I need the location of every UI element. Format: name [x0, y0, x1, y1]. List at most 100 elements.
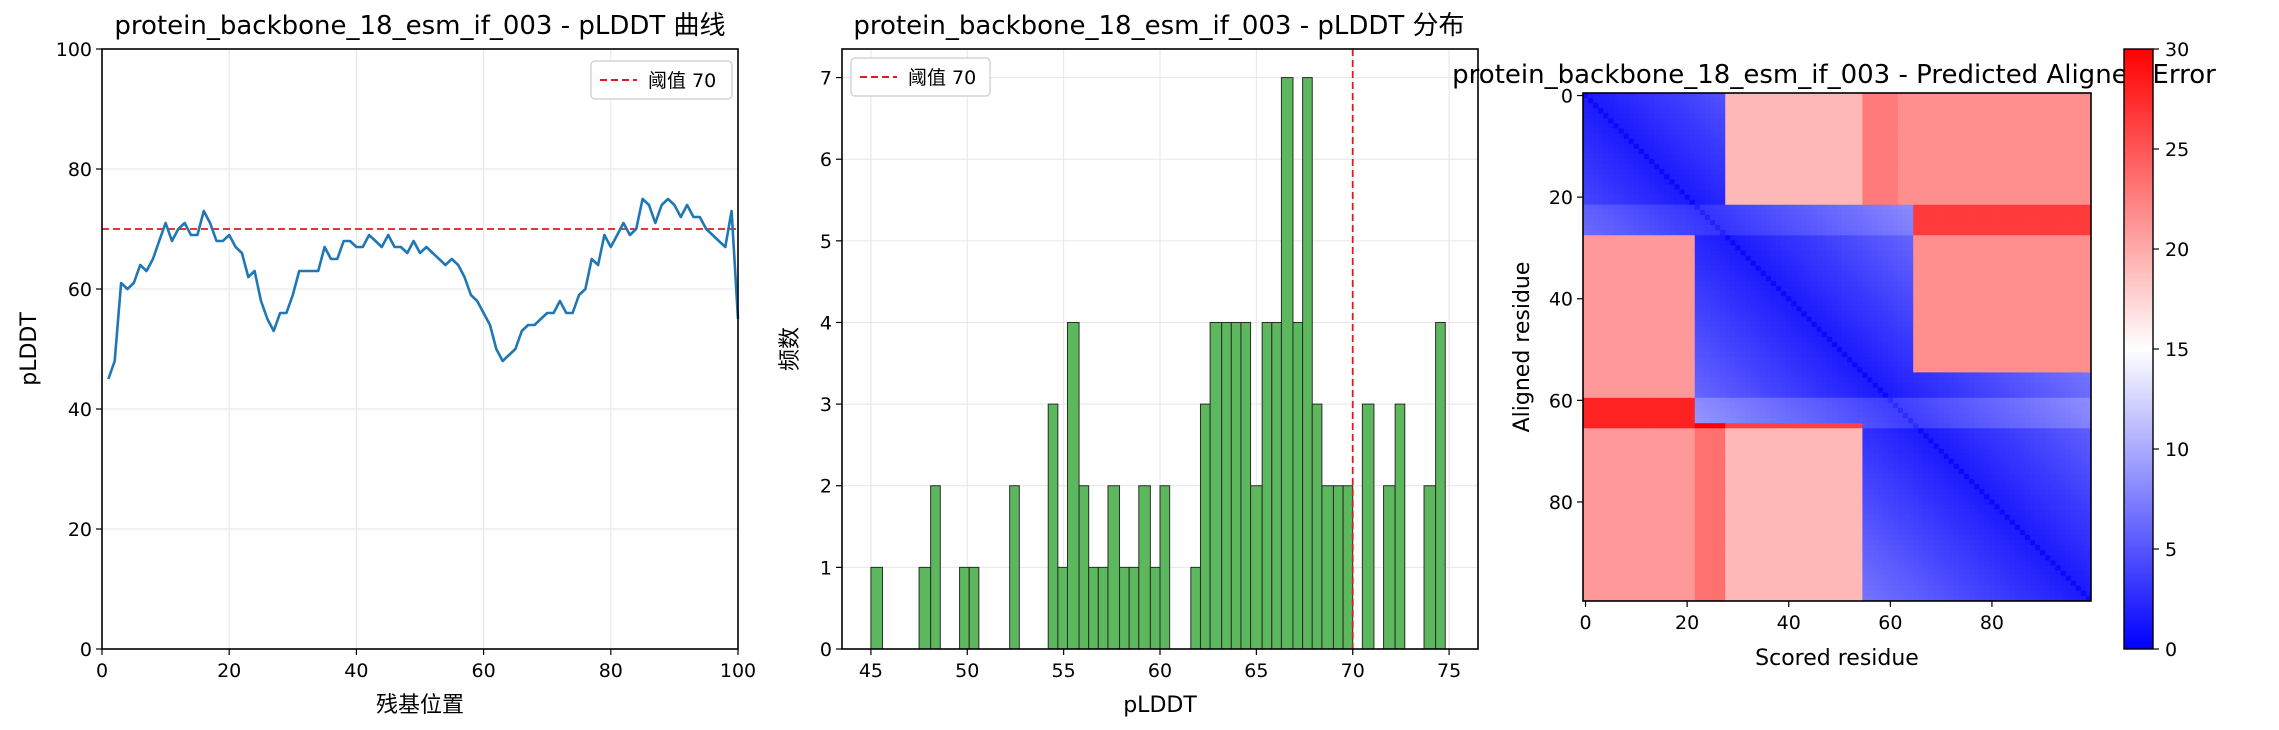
heatmap-cell: [1872, 169, 1878, 175]
heatmap-cell: [2060, 153, 2066, 160]
heatmap-cell: [1740, 275, 1746, 282]
heatmap-cell: [1887, 230, 1894, 236]
heatmap-cell: [1964, 331, 1970, 338]
heatmap-cell: [1933, 103, 1939, 109]
y-tick-label: 6: [820, 149, 832, 171]
heatmap-cell: [1740, 296, 1746, 302]
heatmap-cell: [1613, 123, 1619, 129]
heatmap-cell: [1730, 179, 1736, 185]
heatmap-cell: [1776, 93, 1782, 99]
heatmap-cell: [1852, 143, 1858, 150]
heatmap-cell: [1608, 280, 1614, 287]
heatmap-cell: [2014, 148, 2021, 155]
heatmap-cell: [1740, 199, 1746, 206]
heatmap-cell: [1588, 220, 1594, 226]
heatmap-cell: [1654, 326, 1660, 333]
heatmap-cell: [1826, 199, 1833, 206]
heatmap-cell: [2080, 138, 2087, 145]
heatmap-cell: [1837, 128, 1843, 134]
heatmap-cell: [1999, 148, 2005, 155]
heatmap-cell: [1918, 235, 1924, 241]
heatmap-cell: [1750, 265, 1757, 272]
heatmap-cell: [1694, 235, 1701, 241]
heatmap-cell: [1974, 108, 1980, 114]
heatmap-cell: [1811, 169, 1818, 175]
heatmap-cell: [1593, 209, 1599, 216]
heatmap-cell: [1740, 169, 1746, 175]
heatmap-cell: [1730, 296, 1736, 302]
heatmap-cell: [2080, 103, 2087, 109]
heatmap-cell: [1984, 189, 1990, 195]
heatmap-cell: [2030, 245, 2036, 251]
heatmap-cell: [1781, 138, 1787, 145]
heatmap-cell: [2004, 199, 2011, 206]
heatmap-cell: [1918, 265, 1924, 272]
heatmap-cell: [1710, 321, 1716, 328]
heatmap-cell: [1613, 286, 1619, 292]
heatmap-cell: [1994, 220, 2000, 226]
heatmap-cell: [2055, 225, 2061, 231]
heatmap-cell: [1867, 148, 1873, 155]
heatmap-cell: [1740, 260, 1746, 267]
heatmap-cell: [2009, 331, 2016, 338]
heatmap-cell: [1603, 143, 1609, 150]
heatmap-cell: [1791, 98, 1797, 104]
heatmap-cell: [1923, 169, 1929, 175]
heatmap-cell: [2045, 118, 2051, 124]
heatmap-cell: [1649, 336, 1655, 343]
heatmap-cell: [1730, 255, 1736, 261]
heatmap-cell: [1974, 214, 1980, 221]
heatmap-cell: [1862, 331, 1868, 338]
heatmap-cell: [1908, 331, 1914, 338]
heatmap-cell: [2050, 245, 2056, 251]
heatmap-cell: [1735, 321, 1741, 328]
heatmap-cell: [1694, 113, 1701, 119]
heatmap-cell: [1882, 230, 1889, 236]
heatmap-cell: [1699, 316, 1706, 322]
heatmap-cell: [1862, 123, 1868, 129]
heatmap-cell: [1908, 326, 1914, 333]
heatmap-cell: [1633, 280, 1640, 287]
heatmap-cell: [1638, 291, 1645, 297]
heatmap-cell: [2070, 199, 2077, 206]
heatmap-cell: [1664, 113, 1670, 119]
heatmap-cell: [1984, 138, 1990, 145]
heatmap-cell: [2065, 250, 2072, 256]
heatmap-cell: [1679, 164, 1685, 170]
heatmap-cell: [1618, 113, 1624, 119]
heatmap-cell: [1710, 209, 1716, 216]
heatmap-cell: [1603, 311, 1609, 317]
heatmap-cell: [1908, 230, 1914, 236]
heatmap-cell: [1583, 301, 1589, 307]
heatmap-cell: [2050, 291, 2056, 297]
heatmap-cell: [1623, 255, 1630, 261]
heatmap-cell: [1882, 291, 1889, 297]
heatmap-cell: [1933, 118, 1939, 124]
heatmap-cell: [1969, 286, 1975, 292]
heatmap-cell: [1892, 209, 1899, 216]
heatmap-cell: [1694, 118, 1701, 124]
heatmap-cell: [2085, 159, 2092, 165]
heatmap-cell: [1608, 301, 1614, 307]
heatmap-cell: [1882, 255, 1889, 261]
heatmap-cell: [1831, 138, 1838, 145]
heatmap-cell: [2070, 286, 2077, 292]
heatmap-cell: [1918, 225, 1924, 231]
heatmap-cell: [1694, 265, 1701, 272]
heatmap-cell: [2075, 148, 2082, 155]
heatmap-cell: [2009, 113, 2016, 119]
heatmap-cell: [1679, 296, 1685, 302]
heatmap-cell: [1684, 240, 1691, 246]
heatmap-cell: [1720, 148, 1726, 155]
heatmap-cell: [1933, 189, 1939, 195]
heatmap-cell: [1903, 291, 1909, 297]
heatmap-cell: [1928, 128, 1934, 134]
heatmap-cell: [2045, 250, 2051, 256]
heatmap-cell: [1654, 209, 1660, 216]
heatmap-cell: [1720, 128, 1726, 134]
heatmap-cell: [2030, 311, 2036, 317]
heatmap-cell: [1928, 103, 1934, 109]
heatmap-cell: [2055, 245, 2061, 251]
heatmap-cell: [1750, 235, 1757, 241]
heatmap-cell: [1979, 270, 1985, 277]
